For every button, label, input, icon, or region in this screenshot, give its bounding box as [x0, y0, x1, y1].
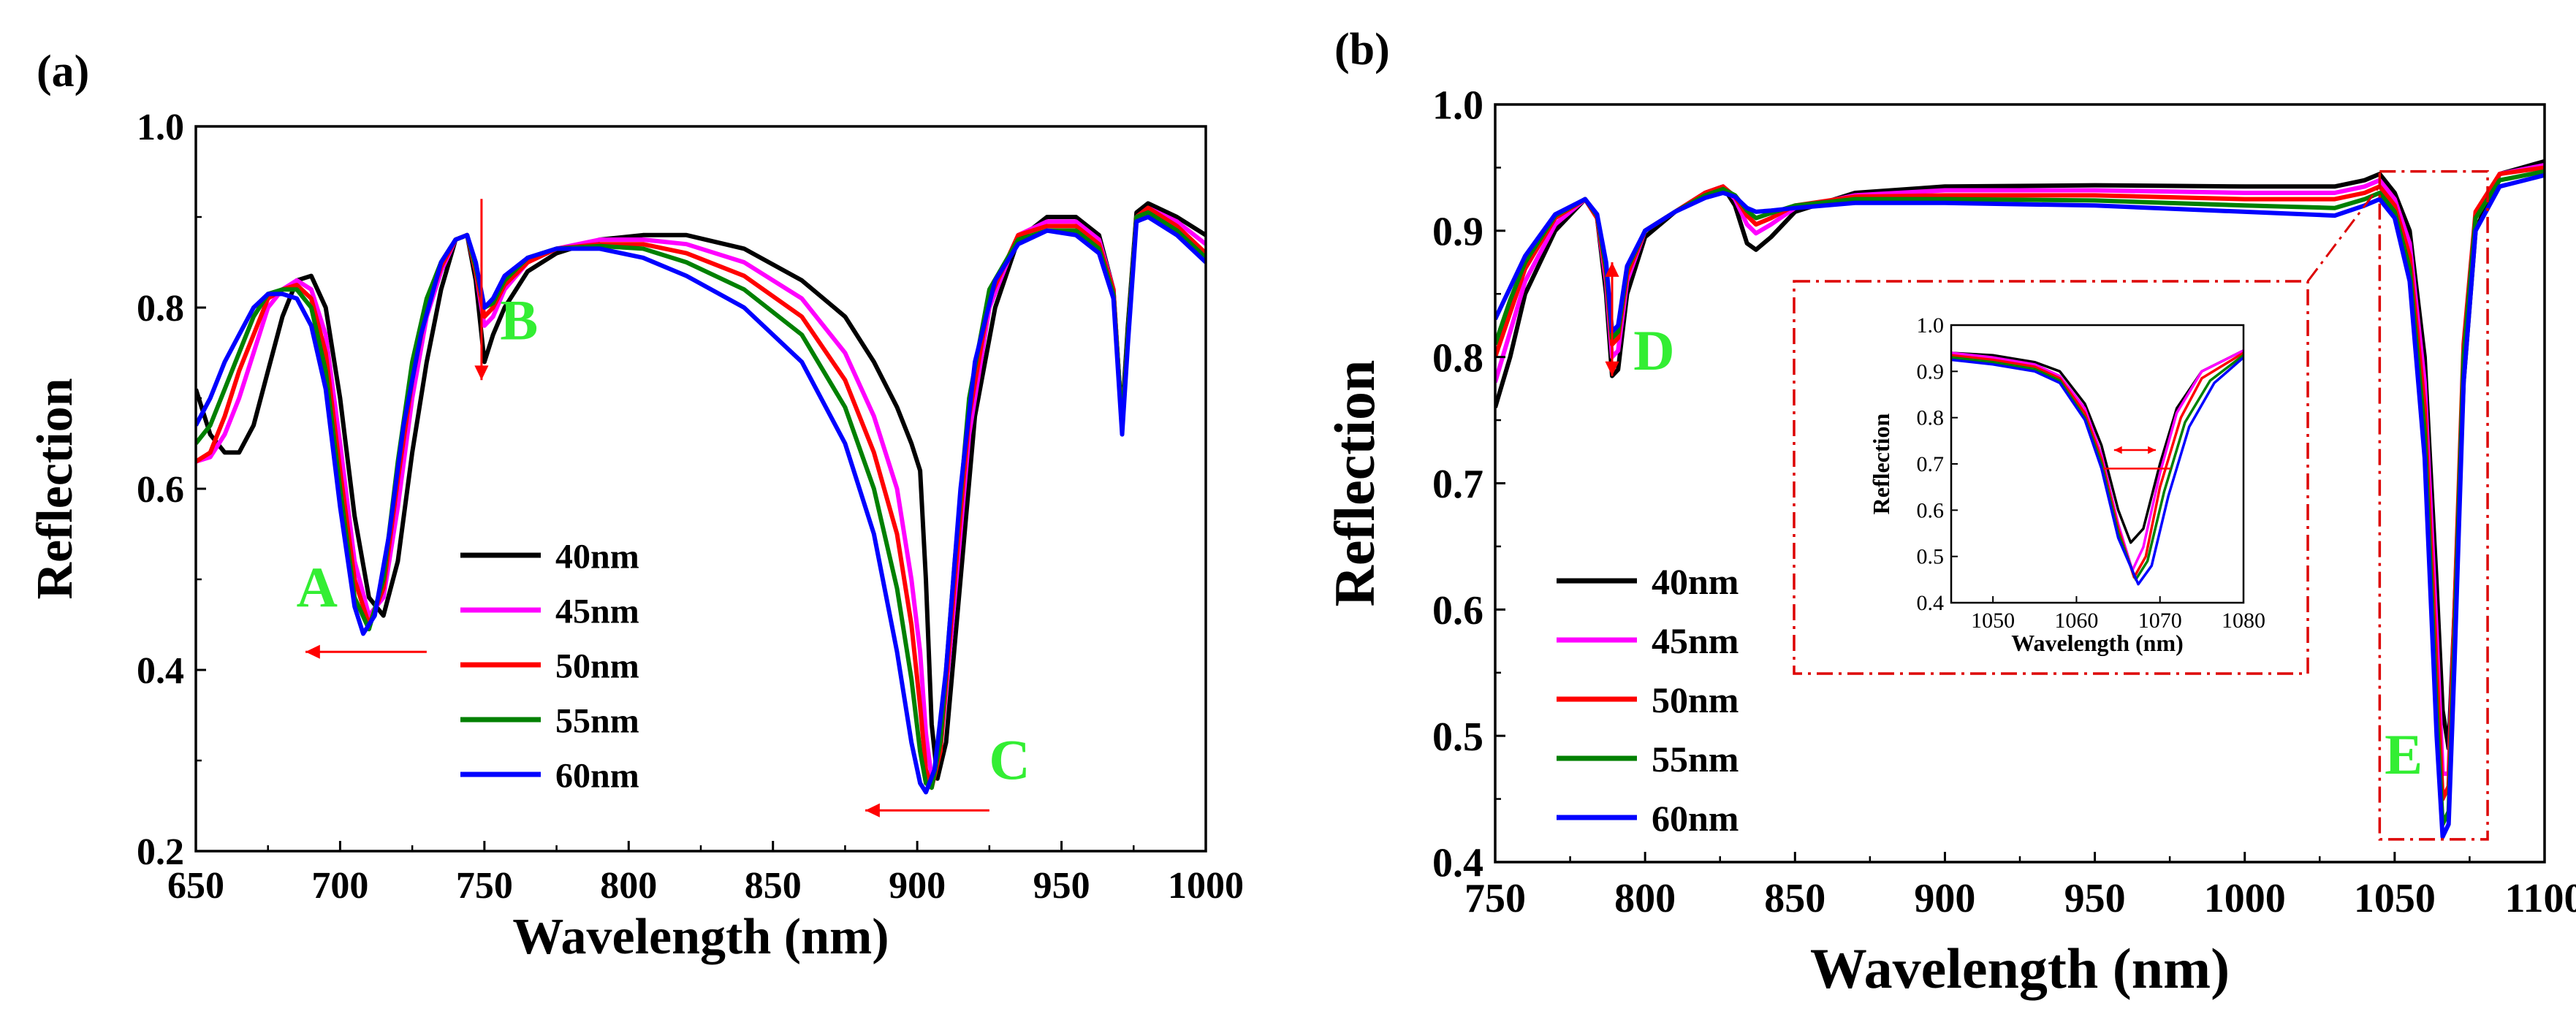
- panel-a-ticks: 650 700 750 800 850 900 950 1000 0.2 0.4 0.6 0.8 1.0: [137, 107, 1244, 907]
- series-line-60nm: [1495, 172, 2545, 839]
- panel-a-annotations: A B C: [297, 199, 1030, 818]
- panel-a-y-axis-label: Reflection: [27, 378, 83, 599]
- inset-series: [1951, 349, 2243, 586]
- panel-a-legend: 40nm 45nm 50nm 55nm 60nm: [460, 537, 639, 795]
- annotation-E: E: [2385, 723, 2423, 786]
- series-line-55nm: [196, 210, 1206, 790]
- x-tick-label: 800: [1614, 876, 1676, 921]
- y-tick-label: 0.6: [137, 469, 184, 511]
- x-tick-label: 850: [745, 865, 802, 907]
- inset-y-tick-label: 0.5: [1917, 545, 1945, 569]
- x-tick-label: 900: [1914, 876, 1975, 921]
- inset-y-tick-label: 0.6: [1917, 498, 1945, 522]
- y-tick-label: 0.8: [1432, 335, 1483, 381]
- x-tick-label: 1000: [1168, 865, 1244, 907]
- y-tick-label: 0.6: [1432, 588, 1483, 633]
- annotation-B: B: [500, 288, 538, 351]
- inset-x-tick-label: 1080: [2222, 609, 2265, 633]
- y-tick-label: 1.0: [1432, 83, 1483, 129]
- series-line-60nm: [196, 215, 1206, 795]
- legend-label-45nm: 45nm: [555, 592, 639, 630]
- panel-a: (a) 650 700 750 800 850 900 950 1000 0.2 0.4 0.6 0.…: [27, 47, 1244, 965]
- panel-b-x-axis-label: Wavelength (nm): [1810, 937, 2230, 1000]
- legend-label-55nm: 55nm: [555, 701, 639, 740]
- legend-label-40nm: 40nm: [555, 537, 639, 576]
- legend-label-60nm: 60nm: [555, 756, 639, 795]
- red-arrow-head: [1605, 361, 1619, 376]
- x-tick-label: 700: [311, 865, 368, 907]
- legend-label-40nm: 40nm: [1652, 561, 1739, 602]
- series-line-50nm: [196, 205, 1206, 790]
- y-tick-label: 0.2: [137, 831, 184, 873]
- legend-label-50nm: 50nm: [1652, 679, 1739, 720]
- inset-x-axis-label: Wavelength (nm): [2011, 630, 2184, 656]
- inset-y-tick-label: 0.4: [1917, 591, 1945, 615]
- red-arrow-head: [1605, 262, 1619, 277]
- x-tick-label: 900: [889, 865, 946, 907]
- x-tick-label: 1000: [2204, 876, 2286, 921]
- inset-y-tick-label: 0.7: [1917, 452, 1945, 476]
- x-tick-label: 750: [456, 865, 513, 907]
- series-line-45nm: [196, 205, 1206, 781]
- x-tick-label: 1050: [2354, 876, 2436, 921]
- annotation-A: A: [297, 555, 338, 619]
- annotation-C: C: [989, 728, 1030, 791]
- panel-b: (b) 750 800 850 900 950 1000 1050 1100 0.4 0.5 0.6…: [1323, 25, 2576, 1000]
- inset-y-tick-label: 1.0: [1917, 313, 1945, 338]
- inset-connector-line: [2306, 185, 2381, 282]
- inset-series-line-40nm: [1951, 349, 2243, 544]
- red-arrow-head: [865, 803, 880, 818]
- panel-a-x-axis-label: Wavelength (nm): [512, 909, 889, 965]
- x-tick-label: 800: [600, 865, 657, 907]
- x-tick-label: 1100: [2505, 876, 2576, 921]
- red-arrow-head: [305, 644, 320, 659]
- panel-b-y-axis-label: Reflection: [1323, 360, 1386, 607]
- red-arrow-head: [474, 365, 489, 381]
- inset-x-tick-label: 1050: [1971, 609, 2015, 633]
- panel-a-plot-frame: [194, 125, 1207, 853]
- inset-y-axis-label: Reflection: [1868, 413, 1894, 514]
- panel-b-inset: 1050 1060 1070 1080 0.4 0.5 0.6 0.7 0.8 0.9 1.0 Wav…: [1793, 185, 2381, 675]
- panel-b-label: (b): [1334, 25, 1390, 75]
- y-tick-label: 0.4: [137, 650, 184, 692]
- inset-series-line-60nm: [1951, 356, 2243, 586]
- legend-label-55nm: 55nm: [1652, 739, 1739, 780]
- y-tick-label: 0.8: [137, 288, 184, 329]
- panel-a-label: (a): [37, 47, 89, 96]
- panel-b-annotations: DE: [1605, 169, 2489, 841]
- y-tick-label: 0.5: [1432, 715, 1483, 760]
- series-line-40nm: [196, 201, 1206, 781]
- inset-y-tick-label: 0.9: [1917, 359, 1945, 384]
- inset-frame-box: [1793, 280, 2309, 675]
- y-tick-label: 0.9: [1432, 209, 1483, 254]
- panel-b-plot-frame: [1494, 103, 2546, 864]
- x-tick-label: 850: [1764, 876, 1825, 921]
- panel-a-series: [196, 201, 1206, 795]
- inset-x-tick-label: 1060: [2054, 609, 2098, 633]
- fwhm-arrow-head: [2148, 446, 2156, 454]
- legend-label-45nm: 45nm: [1652, 620, 1739, 661]
- y-tick-label: 0.4: [1432, 841, 1483, 886]
- x-tick-label: 950: [1033, 865, 1090, 907]
- y-tick-label: 1.0: [137, 107, 184, 148]
- inset-x-tick-label: 1070: [2138, 609, 2182, 633]
- x-tick-label: 750: [1464, 876, 1526, 921]
- legend-label-50nm: 50nm: [555, 647, 639, 685]
- panel-b-legend: 40nm 45nm 50nm 55nm 60nm: [1557, 561, 1739, 839]
- legend-label-60nm: 60nm: [1652, 798, 1739, 839]
- y-tick-label: 0.7: [1432, 462, 1483, 507]
- panel-b-ticks: 750 800 850 900 950 1000 1050 1100 0.4 0.5 0.6 0.7 0…: [1432, 83, 2576, 921]
- fwhm-arrow-head: [2113, 446, 2122, 454]
- highlight-box: [2378, 169, 2489, 841]
- inset-y-tick-label: 0.8: [1917, 406, 1945, 430]
- x-tick-label: 950: [2064, 876, 2126, 921]
- annotation-D: D: [1633, 319, 1674, 382]
- x-tick-label: 650: [167, 865, 224, 907]
